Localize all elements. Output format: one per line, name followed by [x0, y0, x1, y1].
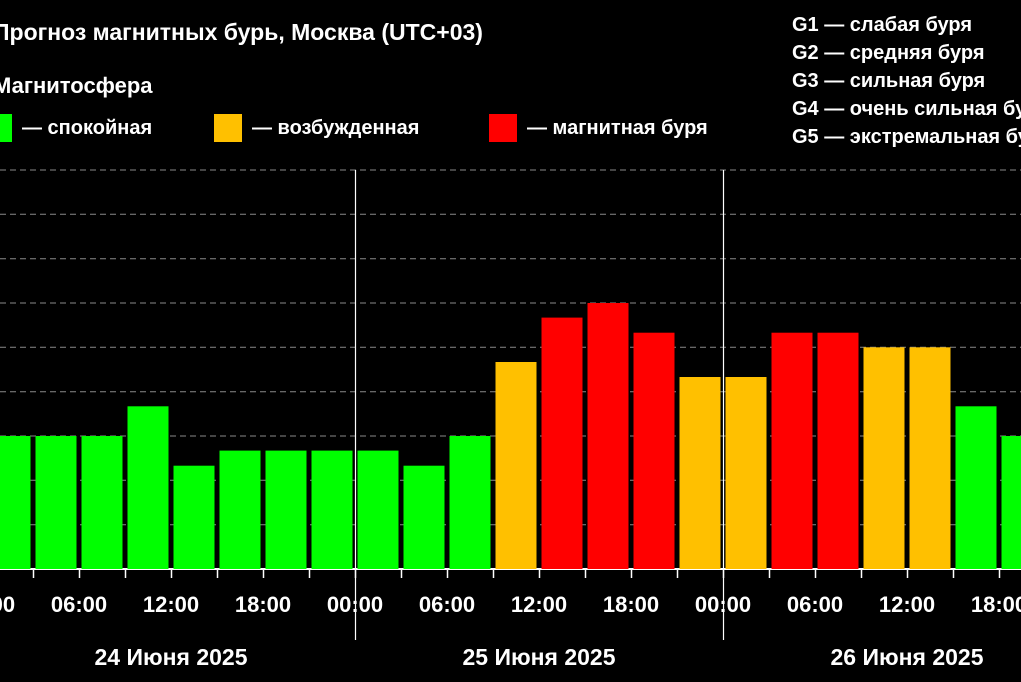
- bars: [0, 303, 1021, 569]
- bar-10: [449, 436, 491, 569]
- legend-item-excited: — возбужденная: [214, 114, 419, 142]
- bar-3: [127, 406, 169, 569]
- bar-7: [311, 450, 353, 569]
- legend-swatch-excited: [214, 114, 242, 142]
- x-tick-label-3: 18:00: [235, 592, 291, 617]
- bar-6: [265, 450, 307, 569]
- bar-4: [173, 465, 215, 569]
- bar-21: [955, 406, 997, 569]
- x-tick-label-8: 00:00: [695, 592, 751, 617]
- x-tick-label-6: 12:00: [511, 592, 567, 617]
- bar-12: [541, 317, 583, 569]
- legend-item-quiet: — спокойная: [0, 114, 152, 142]
- storm-level-g4: G4 — очень сильная буря: [792, 98, 1021, 120]
- bar-1: [35, 436, 77, 569]
- bar-22: [1001, 436, 1021, 569]
- x-tick-label-2: 12:00: [143, 592, 199, 617]
- bar-5: [219, 450, 261, 569]
- bar-9: [403, 465, 445, 569]
- bar-19: [863, 347, 905, 569]
- page-title: Прогноз магнитных бурь, Москва (UTC+03): [0, 19, 483, 45]
- bar-14: [633, 332, 675, 569]
- date-label-2: 26 Июня 2025: [830, 644, 983, 670]
- date-label-0: 24 Июня 2025: [94, 644, 247, 670]
- bar-16: [725, 377, 767, 569]
- date-label-1: 25 Июня 2025: [462, 644, 615, 670]
- storm-level-g3: G3 — сильная буря: [792, 70, 986, 92]
- bar-15: [679, 377, 721, 569]
- storm-level-g5: G5 — экстремальная буря: [792, 126, 1021, 148]
- x-tick-label-4: 00:00: [327, 592, 383, 617]
- storm-level-g1: G1 — слабая буря: [792, 14, 973, 36]
- x-tick-label-9: 06:00: [787, 592, 843, 617]
- x-tick-label-7: 18:00: [603, 592, 659, 617]
- legend-swatch-storm: [489, 114, 517, 142]
- x-tick-label-0: 00:00: [0, 592, 15, 617]
- bar-8: [357, 450, 399, 569]
- legend-label-storm: — магнитная буря: [527, 116, 708, 139]
- legend-item-storm: — магнитная буря: [489, 114, 708, 142]
- x-tick-label-11: 18:00: [971, 592, 1021, 617]
- bar-20: [909, 347, 951, 569]
- x-axis: 00:00 06:00 12:00 18:00 00:00 06:00 12:00 18:00…: [0, 569, 1021, 670]
- bar-13: [587, 303, 629, 569]
- bar-11: [495, 362, 537, 569]
- legend-swatch-quiet: [0, 114, 12, 142]
- x-tick-label-10: 12:00: [879, 592, 935, 617]
- storm-level-legend: G1 — слабая буря G2 — средняя буря G3 — …: [792, 11, 1021, 151]
- bar-0: [0, 436, 31, 569]
- legend-label-excited: — возбужденная: [252, 116, 420, 139]
- bar-18: [817, 332, 859, 569]
- x-tick-label-5: 06:00: [419, 592, 475, 617]
- magnetosphere-heading: Магнитосфера: [0, 73, 153, 98]
- bar-17: [771, 332, 813, 569]
- x-tick-label-1: 06:00: [51, 592, 107, 617]
- bar-2: [81, 436, 123, 569]
- storm-level-g2: G2 — средняя буря: [792, 42, 985, 64]
- legend-label-quiet: — спокойная: [22, 116, 153, 139]
